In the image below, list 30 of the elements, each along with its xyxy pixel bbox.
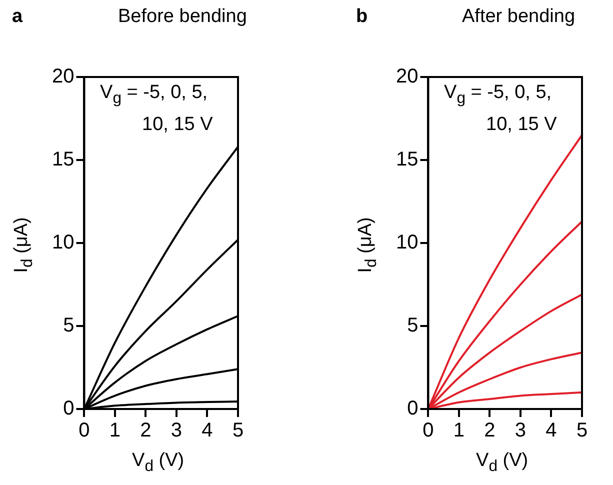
y-tick-label: 5 (407, 314, 418, 337)
y-tick-label: 0 (63, 398, 74, 420)
x-tick-label: 2 (484, 420, 496, 442)
x-tick-label: 2 (140, 420, 152, 442)
x-axis-title: V$_{d}$ (V) (476, 450, 528, 476)
annotation: V$_{g}$ = -5, 0, 5, 10, 15 V (100, 81, 214, 137)
x-tick-label: 5 (576, 420, 588, 442)
chart-title: After bending (462, 6, 576, 28)
x-tick-label: 0 (78, 420, 90, 442)
x-tick-label: 0 (422, 420, 434, 442)
x-tick-label: 1 (453, 420, 465, 442)
x-tick-label: 4 (546, 420, 557, 442)
text: b (356, 6, 368, 28)
y-tick-label: 20 (396, 66, 418, 88)
annotation: V$_{g}$ = -5, 0, 5, 10, 15 V (444, 81, 558, 137)
y-tick-label: 0 (407, 398, 418, 420)
y-tick-label: 15 (52, 148, 74, 171)
x-tick-label: 1 (109, 420, 121, 442)
y-tick-label: 5 (63, 314, 74, 337)
x-tick-label: 3 (170, 420, 182, 442)
x-tick-label: 3 (514, 420, 526, 442)
y-tick-label: 20 (52, 66, 74, 88)
x-tick-label: 5 (232, 420, 244, 442)
y-tick-label: 10 (396, 232, 418, 254)
y-tick-label: 10 (52, 232, 74, 254)
y-tick-label: 15 (396, 148, 418, 171)
text: a (12, 6, 23, 28)
x-axis-title: V$_{d}$ (V) (132, 450, 184, 476)
x-tick-label: 4 (202, 420, 213, 442)
chart-title: Before bending (118, 6, 247, 28)
